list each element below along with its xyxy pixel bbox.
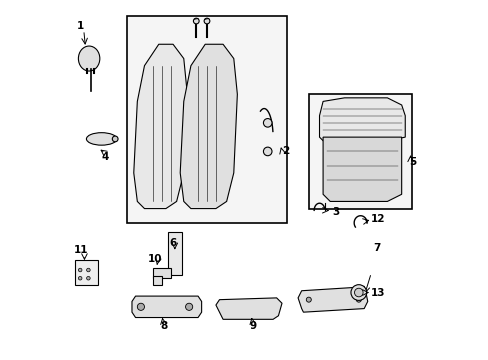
Polygon shape [180,44,237,208]
Text: 8: 8 [160,321,167,331]
Text: 5: 5 [408,157,415,167]
Circle shape [86,268,90,272]
Circle shape [112,136,118,142]
FancyBboxPatch shape [126,16,287,223]
Text: 1: 1 [77,21,83,31]
Circle shape [78,276,82,280]
Circle shape [203,18,209,24]
Circle shape [86,276,90,280]
Polygon shape [319,98,405,141]
Circle shape [263,147,271,156]
Text: 13: 13 [370,288,385,297]
Polygon shape [132,296,201,318]
Circle shape [137,303,144,310]
FancyBboxPatch shape [153,276,162,285]
Ellipse shape [86,133,117,145]
Text: 6: 6 [169,238,176,248]
Text: 3: 3 [331,207,339,217]
Polygon shape [216,298,282,319]
Ellipse shape [78,46,100,71]
Polygon shape [134,44,187,208]
Text: 11: 11 [74,245,88,255]
Circle shape [356,297,361,302]
Circle shape [78,268,82,272]
Text: 7: 7 [372,243,380,253]
Circle shape [305,297,311,302]
FancyBboxPatch shape [308,94,411,208]
Text: 9: 9 [249,321,257,331]
Text: 12: 12 [370,214,385,224]
Text: 10: 10 [148,253,162,264]
Polygon shape [298,287,367,312]
Circle shape [185,303,192,310]
Circle shape [350,285,366,300]
FancyBboxPatch shape [75,260,98,285]
Text: 4: 4 [102,152,109,162]
Circle shape [193,18,199,24]
FancyBboxPatch shape [153,267,171,278]
Circle shape [263,118,271,127]
Circle shape [354,288,363,297]
Polygon shape [323,137,401,202]
FancyBboxPatch shape [167,232,182,275]
Text: 2: 2 [282,147,288,157]
